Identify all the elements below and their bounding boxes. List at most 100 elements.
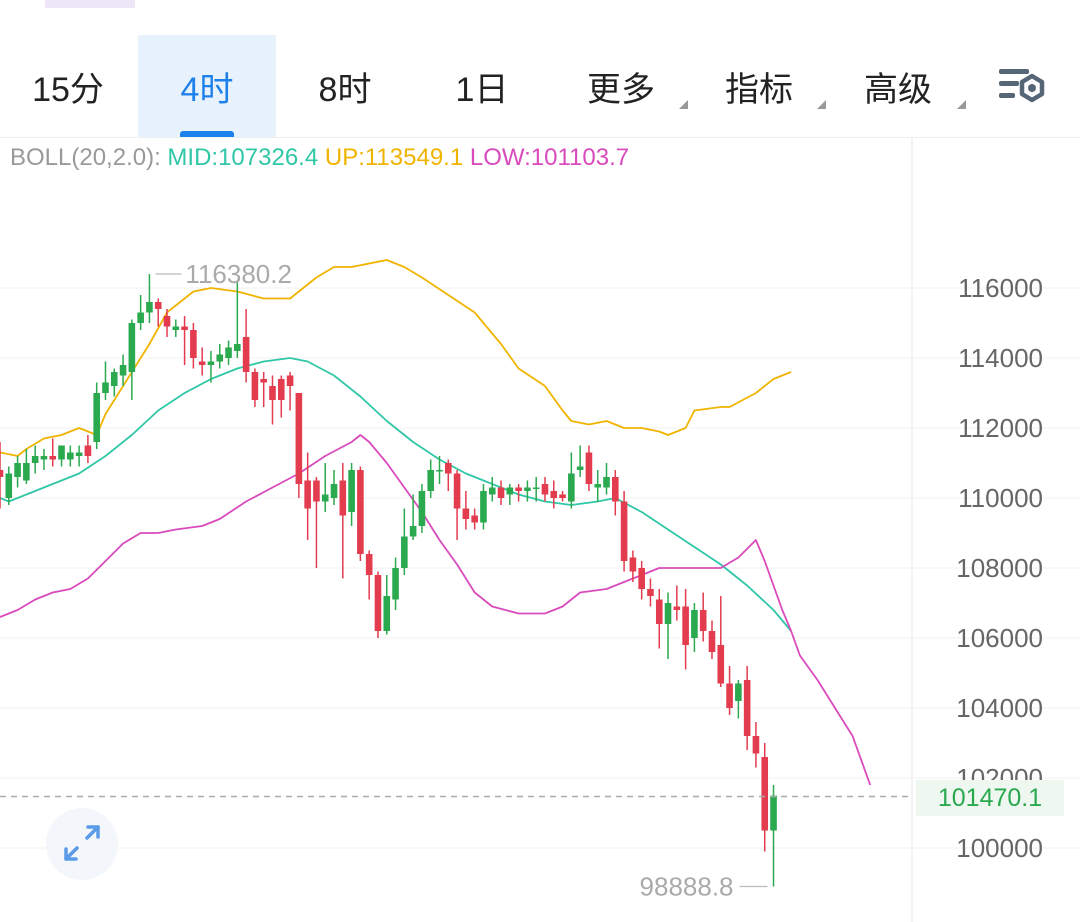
candle-body — [110, 372, 118, 386]
y-tick-label: 116000 — [958, 273, 1043, 303]
chart-settings-icon — [999, 69, 1045, 103]
dropdown-caret-icon — [817, 100, 826, 109]
candle-body — [436, 470, 443, 472]
candle-body — [0, 470, 4, 477]
min-price-label: 98888.8 — [640, 872, 734, 902]
tab-1d[interactable]: 1日 — [414, 35, 550, 137]
candle-body — [726, 683, 733, 708]
candle-body — [655, 599, 663, 624]
candle-body — [453, 473, 461, 509]
candle-body — [462, 508, 470, 519]
y-tick-label: 104000 — [956, 693, 1043, 723]
expand-icon — [64, 825, 100, 861]
candle-body — [146, 302, 153, 313]
candle-body — [286, 375, 294, 386]
candle-body — [374, 575, 382, 631]
candle-body — [260, 379, 267, 383]
boll-legend: BOLL(20,2.0): MID:107326.4 UP:113549.1 L… — [10, 144, 629, 172]
candle-body — [647, 589, 654, 596]
candle-body — [225, 347, 232, 358]
expand-chart-button[interactable] — [46, 808, 118, 880]
candle-body — [365, 554, 373, 575]
candle-body — [357, 470, 364, 554]
candle-body — [664, 603, 672, 624]
candle-body — [708, 631, 716, 652]
candle-body — [585, 452, 593, 484]
candle-body — [5, 473, 13, 498]
boll-upper-line — [0, 259, 792, 457]
candle-body — [330, 484, 338, 498]
candle-body — [119, 365, 127, 376]
candle-body — [629, 557, 637, 572]
candle-body — [761, 757, 769, 831]
candle-body — [568, 473, 575, 502]
candle-body — [612, 477, 619, 502]
boll-lower-line — [0, 434, 872, 786]
candle-body — [313, 480, 320, 502]
candle-body — [84, 445, 92, 456]
candle-body — [383, 596, 391, 631]
candle-body — [480, 491, 487, 523]
candle-body — [638, 568, 645, 589]
y-tick-label: 110000 — [958, 483, 1043, 513]
candle-body — [216, 354, 224, 362]
candle-body — [699, 610, 707, 631]
candle-body — [506, 487, 514, 495]
candle-body — [31, 456, 39, 463]
tab-label: 15分 — [32, 70, 104, 109]
candle-body — [234, 344, 241, 351]
candle-body — [295, 393, 303, 484]
candle-body — [163, 316, 171, 327]
candle-body — [251, 372, 259, 400]
candle-body — [559, 494, 566, 498]
tab-15min[interactable]: 15分 — [0, 35, 136, 137]
tab-label: 高级 — [864, 70, 932, 109]
max-price-label: 116380.2 — [185, 259, 292, 289]
candle-body — [532, 487, 540, 489]
active-tab-indicator — [180, 131, 234, 137]
y-tick-label: 108000 — [956, 553, 1043, 583]
candle-body — [620, 501, 628, 561]
candle-body — [515, 487, 522, 491]
boll-lower: LOW:101103.7 — [469, 144, 630, 171]
candle-body — [682, 606, 689, 645]
candle-body — [304, 480, 311, 509]
candle-body — [181, 326, 188, 330]
candle-body — [427, 470, 435, 491]
top-bar-fragment — [45, 0, 135, 8]
tab-4h[interactable]: 4时 — [138, 35, 276, 137]
tab-label: 8时 — [318, 70, 372, 109]
candle-body — [348, 470, 355, 512]
candle-body — [128, 323, 136, 372]
candle-body — [594, 484, 602, 488]
candle-body — [418, 491, 426, 526]
candlestick-chart[interactable]: 1000001020001040001060001080001100001120… — [0, 138, 1080, 922]
candle-body — [137, 312, 144, 323]
tab-advanced[interactable]: 高级 — [828, 35, 968, 137]
chart-settings-button[interactable] — [996, 63, 1048, 111]
candle-body — [717, 645, 725, 684]
candle-body — [691, 610, 698, 638]
candle-body — [242, 337, 250, 372]
candle-body — [75, 452, 83, 456]
tab-label: 4时 — [180, 70, 234, 109]
candle-body — [172, 326, 180, 330]
y-tick-label: 106000 — [956, 623, 1043, 653]
boll-name: BOLL(20,2.0): — [10, 144, 161, 171]
candle-body — [269, 386, 276, 400]
candle-body — [49, 456, 57, 460]
tab-more[interactable]: 更多 — [552, 35, 690, 137]
tab-8h[interactable]: 8时 — [276, 35, 414, 137]
candle-body — [471, 515, 478, 523]
candle-body — [576, 466, 584, 470]
candle-body — [743, 680, 751, 736]
boll-upper: UP:113549.1 — [324, 144, 464, 171]
candle-body — [541, 484, 549, 495]
candle-body — [23, 463, 30, 481]
candle-body — [401, 536, 408, 568]
candle-body — [190, 330, 197, 358]
candle-body — [40, 456, 48, 460]
tab-indicators[interactable]: 指标 — [690, 35, 828, 137]
candle-body — [207, 361, 215, 365]
candle-body — [67, 452, 74, 460]
